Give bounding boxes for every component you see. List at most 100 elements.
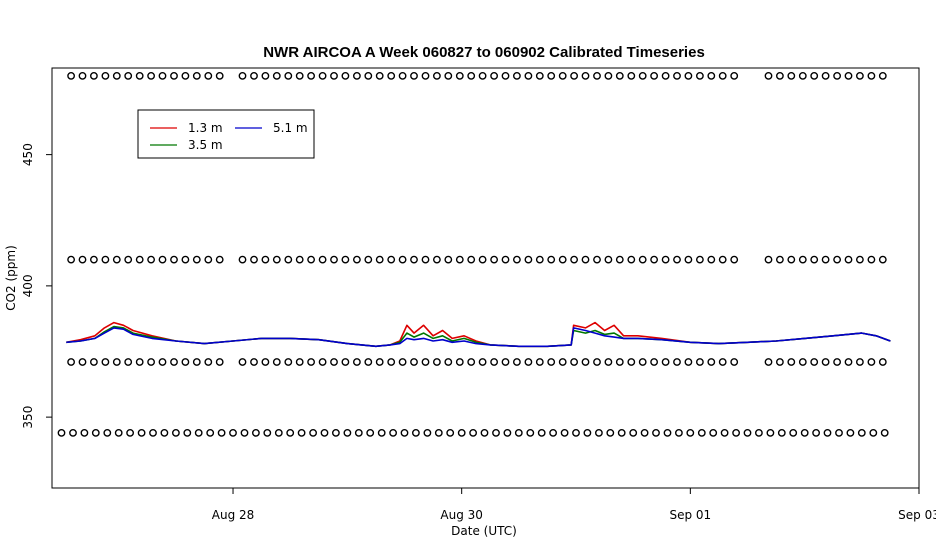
reference-point-480 [627,72,636,80]
reference-point-480 [821,72,830,80]
reference-point-410 [547,255,556,264]
reference-point-480 [387,72,396,80]
reference-point-480 [650,72,658,80]
reference-point-480 [192,72,201,80]
reference-point-371 [570,358,578,366]
reference-point-344 [171,428,180,437]
reference-point-371 [101,358,110,366]
reference-point-371 [318,358,327,366]
reference-point-371 [844,358,853,366]
reference-point-480 [261,72,270,80]
reference-point-410 [501,255,510,264]
chart-title: NWR AIRCOA A Week 060827 to 060902 Calib… [263,44,705,61]
reference-point-480 [330,72,338,80]
reference-point-344 [537,428,546,437]
reference-point-371 [718,358,727,366]
reference-point-410 [570,255,578,264]
reference-point-410 [718,255,727,264]
y-tick-label: 400 [21,274,35,297]
reference-point-344 [846,428,855,437]
reference-point-410 [558,255,567,264]
reference-point-344 [149,428,157,437]
reference-point-410 [101,255,110,264]
reference-point-371 [181,358,190,366]
reference-point-410 [798,255,807,264]
reference-point-344 [595,428,603,437]
reference-point-344 [263,428,272,437]
reference-point-480 [581,72,590,80]
reference-point-344 [686,428,695,437]
reference-point-344 [606,428,615,437]
reference-point-480 [238,72,247,80]
reference-point-410 [673,255,681,264]
reference-point-344 [800,428,809,437]
reference-point-371 [330,358,338,366]
reference-point-371 [856,358,864,366]
reference-point-344 [526,428,535,437]
reference-point-344 [640,428,649,437]
reference-point-371 [192,358,201,366]
reference-point-410 [284,255,293,264]
reference-point-410 [856,255,864,264]
reference-point-344 [457,428,466,437]
reference-point-410 [307,255,315,264]
reference-point-344 [777,428,786,437]
reference-point-480 [604,72,613,80]
reference-point-480 [776,72,784,80]
reference-point-344 [57,428,66,437]
reference-point-344 [560,428,569,437]
reference-point-410 [844,255,853,264]
reference-point-371 [238,358,247,366]
reference-point-410 [455,255,464,264]
reference-point-480 [215,72,224,80]
reference-point-480 [535,72,544,80]
reference-point-480 [787,72,796,80]
reference-point-410 [432,255,441,264]
reference-point-344 [80,428,89,437]
reference-point-371 [272,358,281,366]
reference-point-480 [684,72,693,80]
reference-point-344 [160,428,169,437]
reference-point-371 [215,358,224,366]
reference-point-371 [387,358,396,366]
reference-point-410 [124,255,133,264]
reference-point-371 [170,358,178,366]
reference-point-371 [444,358,453,366]
reference-point-480 [501,72,510,80]
reference-point-344 [320,428,329,437]
reference-point-480 [810,72,819,80]
reference-point-344 [126,428,135,437]
reference-point-371 [501,358,510,366]
reference-point-344 [103,428,112,437]
reference-point-410 [215,255,224,264]
reference-point-371 [821,358,830,366]
reference-point-371 [547,358,556,366]
reference-point-480 [593,72,601,80]
reference-point-371 [798,358,807,366]
reference-point-410 [192,255,201,264]
reference-point-480 [718,72,727,80]
reference-point-371 [776,358,784,366]
reference-point-371 [147,358,156,366]
reference-point-410 [78,255,87,264]
reference-point-410 [421,255,430,264]
reference-point-371 [375,358,384,366]
plot-frame [51,67,920,489]
reference-point-344 [743,428,752,437]
reference-point-344 [480,428,489,437]
reference-point-480 [170,72,178,80]
reference-point-344 [309,428,317,437]
reference-point-344 [789,428,798,437]
reference-point-480 [341,72,350,80]
reference-point-480 [124,72,133,80]
reference-point-480 [844,72,853,80]
reference-point-371 [250,358,258,366]
reference-point-410 [341,255,350,264]
reference-point-344 [400,428,409,437]
reference-point-410 [513,255,521,264]
reference-point-410 [147,255,156,264]
reference-point-410 [387,255,396,264]
reference-point-371 [513,358,521,366]
reference-point-344 [354,428,363,437]
reference-point-344 [91,428,100,437]
